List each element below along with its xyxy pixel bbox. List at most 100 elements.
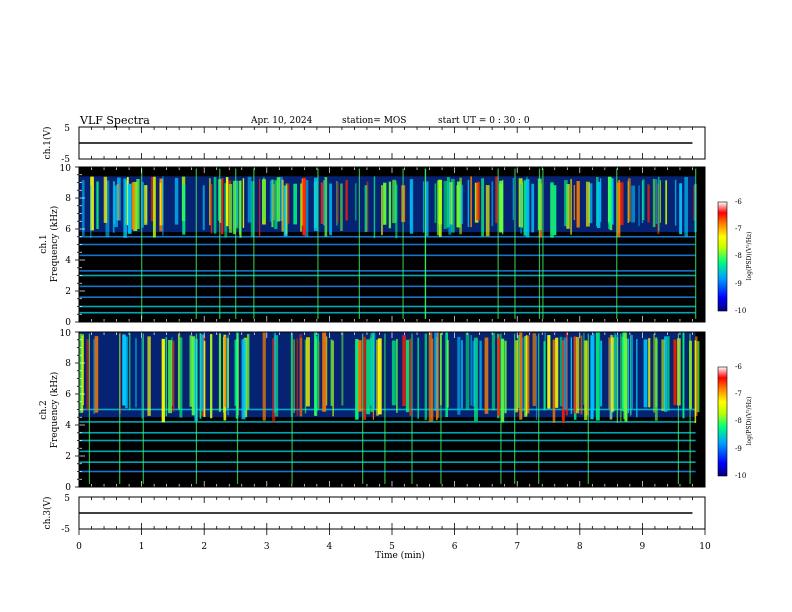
figure-title: VLF Spectra [79,114,150,127]
sferic-stripe [580,335,583,415]
sferic-stripe [141,337,143,419]
sferic-stripe [262,332,266,421]
sferic-stripe [623,332,628,420]
sferic-stripe [322,332,327,412]
ch1-ytick-2: 2 [65,287,71,297]
full-band-sferic [88,333,91,484]
sferic-stripe [570,337,572,414]
sferic-stripe [658,176,660,232]
sferic-stripe [203,340,206,418]
sferic-stripe [592,333,595,411]
sferic-stripe [293,339,295,413]
sferic-stripe [236,180,238,227]
sferic-stripe [152,176,156,238]
sferic-stripe [585,181,590,227]
sferic-stripe [225,177,229,227]
full-band-sferic [411,333,413,484]
ch1-spectrogram-image [75,166,706,323]
ch1-ytick-0: 0 [65,318,71,328]
sferic-stripe [320,182,324,225]
time-axis-tick-label: 8 [577,542,583,552]
frequency-band [79,305,696,308]
sferic-stripe [491,332,496,411]
sferic-stripe [405,339,410,413]
sferic-stripe [694,340,697,424]
sferic-stripe [600,340,603,407]
ch1-ytick-top: 5 [64,124,70,134]
sferic-stripe [563,337,568,410]
full-band-sferic [500,333,502,484]
sferic-stripe [241,339,246,420]
sferic-stripe [242,178,245,228]
sferic-stripe [424,333,427,420]
ch3-ytick-bottom: -5 [61,525,70,535]
sferic-stripe [141,181,144,228]
sferic-stripe [144,185,148,225]
emission-band [79,176,696,233]
sferic-stripe [274,335,279,417]
start-time-label: start UT = 0 : 30 : 0 [438,116,530,126]
sferic-stripe [664,336,668,412]
ch1-colorbar-gradient [717,201,728,312]
sferic-stripe [273,183,275,221]
frequency-band [79,311,696,314]
sferic-stripe [695,336,698,417]
sferic-stripe [402,335,406,407]
sferic-stripe [329,183,333,236]
sferic-stripe [531,183,535,233]
ch3-waveform-ylabel: ch.3(V) [42,497,53,530]
sferic-stripe [596,181,601,228]
sferic-stripe [515,340,519,413]
sferic-stripe [355,183,357,221]
full-band-sferic [358,168,360,319]
sferic-stripe [523,180,527,236]
frequency-band [79,235,696,238]
sferic-stripe [465,333,470,410]
time-axis-tick-label: 6 [452,542,458,552]
sferic-stripe [213,176,217,234]
sferic-stripe [525,179,530,238]
sferic-stripe [438,180,442,237]
time-axis-tick-label: 5 [389,542,395,552]
sferic-stripe [276,177,280,222]
sferic-stripe [272,338,276,423]
sferic-stripe [665,180,668,225]
full-band-sferic [695,168,697,319]
sferic-stripe [391,340,396,406]
sferic-stripe [502,179,504,235]
sferic-stripe [417,337,419,419]
sferic-stripe [654,338,658,421]
ch3-waveform-panel: 5 -5 ch.3(V) [42,494,706,535]
time-axis-tick-label: 3 [264,542,270,552]
sferic-stripe [208,178,211,226]
sferic-stripe [90,176,94,231]
sferic-stripe [674,179,677,226]
full-band-sferic [141,168,143,319]
sferic-stripe [525,335,528,416]
sferic-stripe [279,176,283,222]
sferic-stripe [519,332,523,420]
sferic-stripe [595,332,600,421]
sferic-stripe [434,183,437,223]
ch1-colorbar-tick-9: -9 [735,280,742,288]
ch1-ytick-bottom: -5 [61,155,70,165]
date-label: Apr. 10, 2024 [250,116,313,126]
sferic-stripe [504,340,507,414]
sferic-stripe [610,337,615,412]
sferic-stripe [317,333,319,411]
sferic-stripe [96,181,99,230]
full-band-sferic [497,168,499,319]
ch2-ytick-0: 0 [65,483,71,493]
sferic-stripe [224,183,228,238]
full-band-sferic [384,333,386,484]
frequency-band [79,450,696,453]
sferic-stripe [461,340,463,409]
sferic-stripe [661,339,665,412]
sferic-stripe [476,181,481,221]
sferic-stripe [324,177,328,237]
frequency-band [79,431,696,434]
sferic-stripe [86,339,90,411]
ch2-frequency-axis: 0 2 4 6 8 10 [60,329,72,493]
ch2-colorbar: -6 -7 -8 -9 -10 log(PSD)(V²/Hz) [717,363,753,480]
